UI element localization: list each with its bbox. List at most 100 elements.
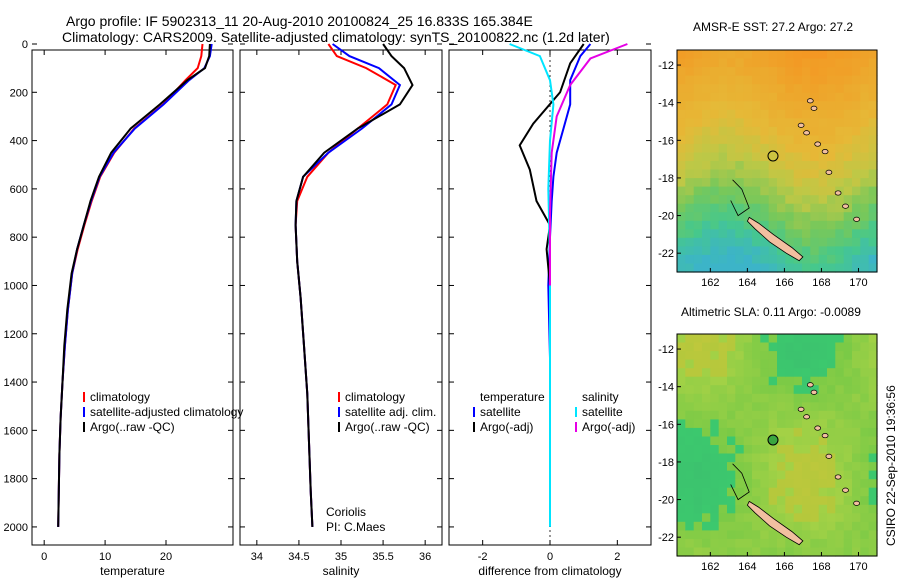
map-cell: [685, 462, 695, 472]
map-cell: [743, 427, 753, 437]
map-cell: [843, 538, 853, 548]
map-cell: [685, 246, 695, 256]
map-cell: [860, 487, 870, 497]
map-cell: [818, 212, 828, 222]
y-tick-label: 400: [10, 136, 28, 148]
map-cell: [760, 101, 770, 111]
map-cell: [752, 487, 761, 497]
map-cell: [752, 427, 761, 437]
map-cell: [677, 504, 686, 514]
map-cell: [827, 496, 836, 506]
map-cell: [827, 385, 836, 395]
map-cell: [760, 402, 770, 412]
y-tick-label: 0: [22, 39, 28, 51]
map-cell: [802, 334, 811, 344]
map-cell: [785, 547, 795, 557]
map-cell: [752, 521, 761, 531]
map-cell: [743, 152, 753, 162]
map-cell: [835, 75, 845, 85]
map-cell: [777, 410, 786, 420]
map-cell: [827, 521, 836, 531]
map-cell: [810, 229, 820, 239]
map-cell: [810, 342, 820, 352]
map-cell: [685, 496, 695, 506]
map-cell: [835, 237, 845, 247]
map-cell: [835, 487, 845, 497]
map-cell: [677, 118, 686, 128]
map-cell: [777, 479, 786, 489]
map-cell: [852, 504, 861, 514]
map-cell: [768, 254, 778, 264]
map-cell: [760, 419, 770, 429]
map-cell: [802, 152, 811, 162]
map-cell: [793, 220, 803, 230]
map-cell: [677, 178, 686, 188]
map-cell: [752, 385, 761, 395]
map-cell: [693, 342, 703, 352]
map-cell: [818, 118, 828, 128]
map-cell: [793, 453, 803, 463]
map-cell: [702, 161, 711, 171]
map-cell: [802, 402, 811, 412]
map-cell: [743, 220, 753, 230]
map-cell: [677, 152, 686, 162]
map-cell: [768, 92, 778, 102]
map-cell: [868, 75, 878, 85]
map-cell: [860, 58, 870, 68]
map-cell: [785, 220, 795, 230]
map-cell: [802, 161, 811, 171]
map-cell: [785, 487, 795, 497]
map-cell: [743, 84, 753, 94]
map-cell: [777, 109, 786, 119]
map-cell: [735, 393, 745, 403]
map-y-tick-label: -22: [658, 248, 674, 260]
map-cell: [835, 513, 845, 523]
map-cell: [693, 101, 703, 111]
vanuatu-island: [834, 474, 842, 480]
map-cell: [743, 195, 753, 205]
map-cell: [860, 479, 870, 489]
map-cell: [785, 521, 795, 531]
map-cell: [810, 334, 820, 344]
map-cell: [752, 169, 761, 179]
map-cell: [868, 84, 878, 94]
map-cell: [718, 101, 728, 111]
map-cell: [860, 101, 870, 111]
map-cell: [718, 445, 728, 455]
map-cell: [752, 246, 761, 256]
map-cell: [818, 195, 828, 205]
map-cell: [727, 186, 736, 196]
map-cell: [827, 254, 836, 264]
map-cell: [810, 538, 820, 548]
map-cell: [868, 530, 878, 540]
map-cell: [860, 186, 870, 196]
map-cell: [743, 334, 753, 344]
map-cell: [860, 178, 870, 188]
map-cell: [718, 462, 728, 472]
y-tick-label: 1400: [4, 377, 28, 389]
map-cell: [743, 246, 753, 256]
map-cell: [843, 334, 853, 344]
map-cell: [852, 334, 861, 344]
map-cell: [827, 513, 836, 523]
map-cell: [685, 530, 695, 540]
map-cell: [843, 203, 853, 213]
map-cell: [693, 161, 703, 171]
map-cell: [727, 436, 736, 446]
map-cell: [777, 385, 786, 395]
map-cell: [735, 203, 745, 213]
map-cell: [827, 436, 836, 446]
sst-map-frame: [676, 49, 878, 273]
map-cell: [802, 212, 811, 222]
map-cell: [785, 436, 795, 446]
map-cell: [735, 521, 745, 531]
map-cell: [852, 237, 861, 247]
map-cell: [802, 101, 811, 111]
map-cell: [810, 254, 820, 264]
map-cell: [785, 152, 795, 162]
map-cell: [752, 470, 761, 480]
map-cell: [852, 513, 861, 523]
map-cell: [693, 359, 703, 369]
new-caledonia-island: [746, 500, 804, 546]
map-cell: [810, 169, 820, 179]
